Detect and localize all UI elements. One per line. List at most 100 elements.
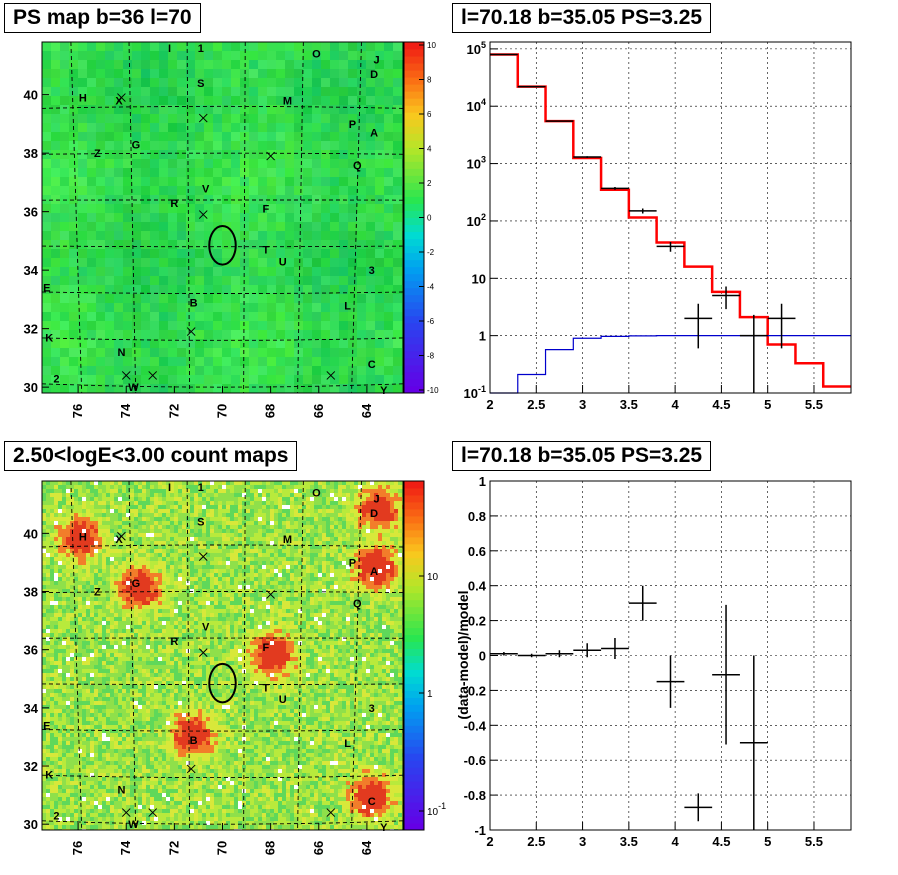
map-pixel: [90, 557, 94, 561]
map-pixel: [62, 573, 66, 577]
map-pixel: [159, 303, 168, 312]
map-pixel: [42, 605, 46, 609]
map-pixel: [231, 213, 240, 222]
map-pixel: [250, 593, 254, 597]
map-pixel: [370, 557, 374, 561]
map-pixel: [218, 585, 222, 589]
map-pixel: [158, 561, 162, 565]
map-pixel: [170, 585, 174, 589]
map-pixel: [348, 249, 357, 258]
map-pixel: [123, 366, 132, 375]
map-pixel: [66, 501, 70, 505]
map-pixel: [96, 375, 105, 384]
map-pixel: [194, 517, 198, 521]
map-pixel: [204, 150, 213, 159]
map-pixel: [366, 573, 370, 577]
map-pixel: [168, 69, 177, 78]
map-pixel: [98, 493, 102, 497]
map-pixel: [106, 569, 110, 573]
map-pixel: [282, 481, 286, 485]
map-pixel: [178, 573, 182, 577]
map-pixel: [190, 517, 194, 521]
map-pixel: [306, 581, 310, 585]
map-pixel: [195, 177, 204, 186]
map-pixel: [174, 545, 178, 549]
map-pixel: [230, 485, 234, 489]
map-pixel: [105, 114, 114, 123]
map-pixel: [78, 384, 87, 393]
map-pixel: [214, 521, 218, 525]
map-pixel: [213, 51, 222, 60]
map-pixel: [162, 581, 166, 585]
map-pixel: [218, 529, 222, 533]
map-pixel: [98, 489, 102, 493]
map-pixel: [102, 585, 106, 589]
map-pixel: [202, 497, 206, 501]
map-pixel: [234, 577, 238, 581]
map-pixel: [62, 513, 66, 517]
map-pixel: [94, 589, 98, 593]
map-pixel: [123, 69, 132, 78]
map-pixel: [267, 105, 276, 114]
map-pixel: [330, 593, 334, 597]
map-pixel: [122, 585, 126, 589]
map-pixel: [298, 537, 302, 541]
map-pixel: [357, 96, 366, 105]
map-pixel: [276, 69, 285, 78]
map-pixel: [174, 517, 178, 521]
map-pixel: [123, 258, 132, 267]
map-pixel: [302, 505, 306, 509]
map-pixel: [258, 249, 267, 258]
map-pixel: [258, 357, 267, 366]
map-pixel: [290, 617, 294, 621]
map-pixel: [150, 545, 154, 549]
map-pixel: [202, 493, 206, 497]
map-pixel: [330, 321, 339, 330]
map-pixel: [94, 517, 98, 521]
map-pixel: [334, 601, 338, 605]
map-pixel: [82, 537, 86, 541]
map-pixel: [166, 529, 170, 533]
map-pixel: [130, 497, 134, 501]
map-pixel: [214, 553, 218, 557]
map-pixel: [298, 597, 302, 601]
map-pixel: [250, 609, 254, 613]
map-pixel: [170, 513, 174, 517]
map-pixel: [141, 285, 150, 294]
map-pixel: [142, 605, 146, 609]
source-label: 1: [198, 43, 204, 55]
map-pixel: [86, 589, 90, 593]
map-pixel: [204, 168, 213, 177]
map-pixel: [141, 231, 150, 240]
map-pixel: [222, 549, 226, 553]
map-pixel: [106, 577, 110, 581]
map-pixel: [378, 613, 382, 617]
map-pixel: [366, 609, 370, 613]
colorbar-cell: [404, 301, 424, 310]
map-pixel: [348, 87, 357, 96]
map-pixel: [374, 541, 378, 545]
map-pixel: [350, 577, 354, 581]
map-pixel: [58, 533, 62, 537]
map-pixel: [285, 321, 294, 330]
map-pixel: [42, 60, 51, 69]
map-pixel: [382, 553, 386, 557]
map-pixel: [96, 96, 105, 105]
colorbar-cell: [404, 238, 424, 247]
map-pixel: [102, 509, 106, 513]
map-pixel: [178, 581, 182, 585]
map-pixel: [130, 553, 134, 557]
map-pixel: [82, 597, 86, 601]
map-pixel: [42, 509, 46, 513]
map-pixel: [182, 573, 186, 577]
map-pixel: [141, 267, 150, 276]
map-pixel: [306, 617, 310, 621]
map-pixel: [290, 577, 294, 581]
map-pixel: [286, 485, 290, 489]
map-pixel: [362, 529, 366, 533]
map-pixel: [87, 285, 96, 294]
map-pixel: [310, 609, 314, 613]
